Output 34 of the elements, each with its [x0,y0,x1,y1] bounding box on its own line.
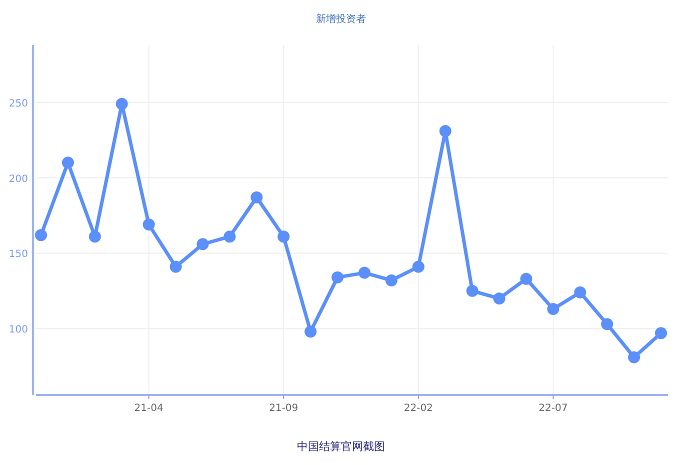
y-tick-label: 100 [8,324,28,336]
point [601,318,614,330]
y-tick-label: 250 [8,98,28,110]
point [304,326,317,338]
point [35,229,47,242]
point [250,191,263,204]
point [493,292,506,304]
point [142,218,155,231]
point [278,230,290,243]
x-tick-label: 21-04 [134,403,164,414]
point [116,98,128,110]
point [412,260,424,273]
point [170,260,182,273]
point [439,124,452,137]
x-tick-label: 22-02 [404,403,433,414]
point [628,351,640,364]
y-tick-label: 150 [8,249,28,260]
point [385,274,398,286]
point [574,286,586,298]
point [332,271,344,284]
point [224,230,236,243]
chart-title: 新增投资者 [316,13,366,25]
point [547,303,560,316]
point [358,266,370,279]
point [62,156,74,169]
point [655,327,667,340]
point [520,272,532,285]
text: 中国结算官网截图 [297,440,385,453]
x-tick-label: 21-09 [269,403,298,414]
point [88,230,101,243]
x-tick-label: 22-07 [538,403,568,414]
point [196,238,209,250]
y-tick-label: 200 [8,174,28,185]
point [466,284,478,297]
